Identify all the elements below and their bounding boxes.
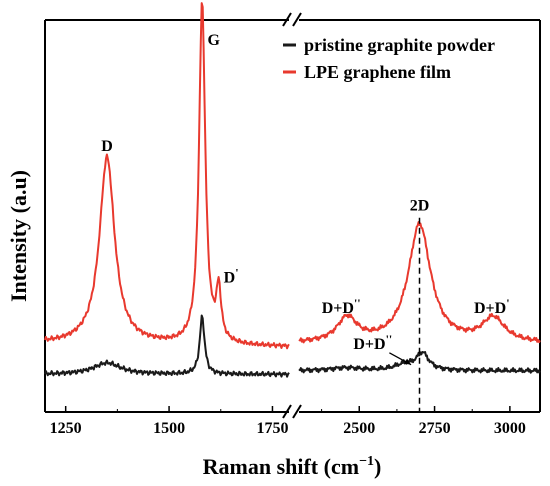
x-axis-label-main: Raman shift (cm (203, 454, 359, 479)
x-tick-label: 1500 (153, 420, 185, 437)
annotation-arrow-head (404, 358, 412, 365)
peak-annotation: G (208, 32, 221, 49)
peak-annotation: D+D'' (322, 296, 361, 317)
peak-annotation: D (101, 138, 113, 155)
series-line-graphene-seg0 (44, 2, 290, 350)
series-line-graphite-seg0 (44, 314, 290, 378)
legend-label-graphite: pristine graphite powder (304, 35, 495, 55)
x-axis-label-tail: ) (374, 454, 381, 479)
annotation-layer: D G D' D+D'' 2D D+D' D+D'' (101, 32, 510, 366)
legend-label-graphene: LPE graphene film (304, 62, 451, 82)
peak-annotation: D' (224, 266, 239, 287)
series-line-graphene-seg1 (298, 221, 541, 344)
series-line-graphite-seg1 (298, 351, 541, 374)
axis-break-bottom (282, 404, 302, 419)
y-axis-label: Intensity (a.u) (6, 170, 31, 302)
series-layer (44, 2, 541, 412)
x-tick-label: 3000 (494, 420, 526, 437)
peak-annotation: D+D' (474, 296, 510, 317)
legend: pristine graphite powder LPE graphene fi… (283, 35, 495, 82)
peak-annotation: D+D'' (353, 332, 392, 353)
axis-break-top (282, 12, 302, 27)
x-tick-label: 1750 (256, 420, 288, 437)
x-axis-label-sup: −1 (359, 454, 374, 469)
ticks-layer: 1250 1500 1750 2500 2750 3000 (50, 406, 526, 437)
peak-annotation: 2D (410, 198, 430, 215)
x-tick-label: 2750 (419, 420, 451, 437)
x-tick-label: 2500 (343, 420, 375, 437)
x-tick-label: 1250 (50, 420, 82, 437)
x-axis-label: Raman shift (cm−1) (203, 454, 382, 479)
